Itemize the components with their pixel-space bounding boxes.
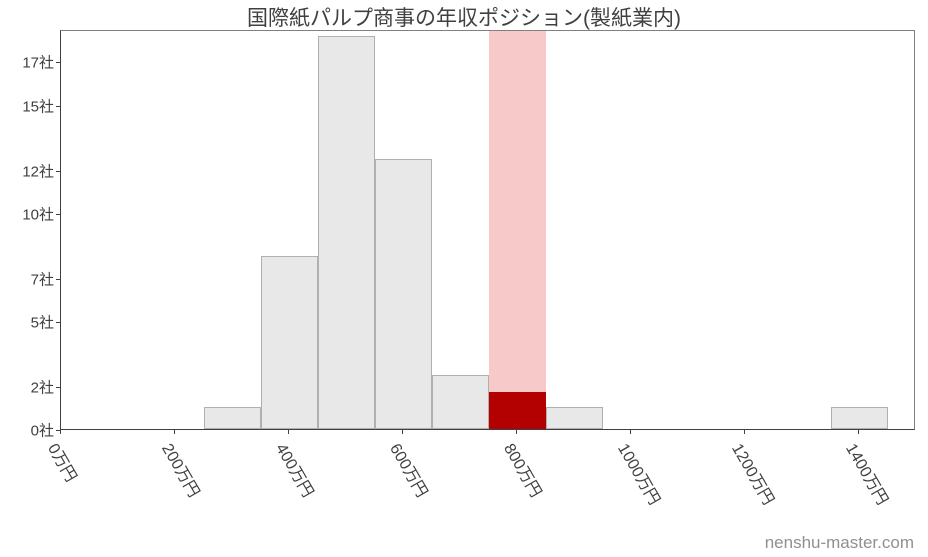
bar <box>375 159 432 429</box>
bar <box>204 407 261 429</box>
y-tick-label: 0社 <box>31 420 54 441</box>
y-tick-label: 5社 <box>31 311 54 332</box>
y-tick-label: 12社 <box>22 160 54 181</box>
x-tick-label: 0万円 <box>43 438 84 485</box>
y-tick-mark <box>56 106 60 107</box>
highlight-band <box>489 31 546 429</box>
x-tick-mark <box>858 430 859 434</box>
bar <box>261 256 318 429</box>
histogram-chart: 国際紙パルプ商事の年収ポジション(製紙業内) nenshu-master.com… <box>0 0 928 557</box>
y-tick-mark <box>56 171 60 172</box>
y-tick-mark <box>56 214 60 215</box>
x-tick-mark <box>630 430 631 434</box>
y-tick-mark <box>56 62 60 63</box>
y-tick-mark <box>56 387 60 388</box>
x-tick-mark <box>60 430 61 434</box>
y-tick-label: 17社 <box>22 52 54 73</box>
x-tick-label: 1400万円 <box>841 438 896 509</box>
bar <box>318 36 375 430</box>
bar <box>432 375 489 429</box>
x-tick-label: 400万円 <box>271 438 321 501</box>
x-tick-label: 800万円 <box>499 438 549 501</box>
plot-area <box>60 30 915 430</box>
watermark: nenshu-master.com <box>765 533 914 553</box>
x-tick-mark <box>516 430 517 434</box>
y-tick-label: 7社 <box>31 268 54 289</box>
x-tick-label: 1000万円 <box>613 438 668 509</box>
y-tick-mark <box>56 322 60 323</box>
x-tick-label: 600万円 <box>385 438 435 501</box>
chart-title: 国際紙パルプ商事の年収ポジション(製紙業内) <box>0 2 928 32</box>
y-tick-mark <box>56 279 60 280</box>
y-tick-label: 15社 <box>22 95 54 116</box>
bar <box>489 392 546 429</box>
bar <box>831 407 888 429</box>
x-tick-mark <box>744 430 745 434</box>
x-tick-mark <box>402 430 403 434</box>
x-tick-label: 1200万円 <box>727 438 782 509</box>
y-tick-label: 10社 <box>22 203 54 224</box>
x-tick-mark <box>174 430 175 434</box>
x-tick-mark <box>288 430 289 434</box>
bar <box>546 407 603 429</box>
x-tick-label: 200万円 <box>157 438 207 501</box>
y-tick-label: 2社 <box>31 376 54 397</box>
